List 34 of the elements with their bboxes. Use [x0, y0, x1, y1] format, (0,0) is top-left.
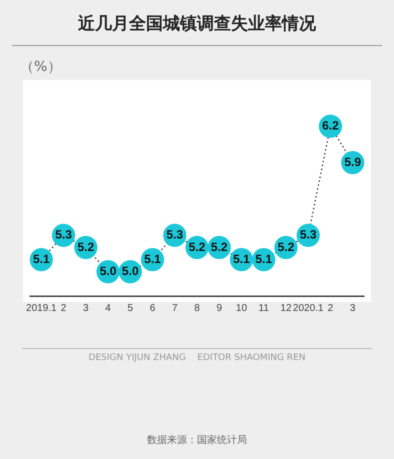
x-tick-label: 5 [128, 302, 134, 314]
data-label: 5.1 [233, 252, 250, 266]
x-tick-label: 10 [236, 302, 248, 314]
x-tick-label: 8 [194, 302, 200, 314]
data-label: 5.3 [166, 228, 184, 242]
chart-title: 近几月全国城镇调查失业率情况 [77, 13, 317, 35]
x-tick-label: 2019.1 [26, 302, 58, 314]
data-label: 5.0 [100, 264, 117, 278]
x-tick-label: 11 [258, 302, 270, 314]
x-tick-label: 12 [280, 302, 292, 314]
x-tick-label: 2 [328, 302, 334, 314]
x-tick-label: 9 [216, 302, 222, 314]
x-tick-label: 3 [350, 302, 356, 314]
source-note: 数据来源：国家统计局 [146, 434, 248, 447]
x-tick-label: 7 [172, 302, 178, 314]
data-label: 5.1 [32, 252, 50, 266]
data-label: 6.2 [322, 118, 340, 133]
x-tick-label: 2020.1 [292, 302, 324, 314]
data-label: 5.1 [255, 252, 272, 266]
data-label: 5.0 [122, 264, 139, 278]
data-label: 5.3 [55, 228, 72, 242]
text: DESIGN YIJUN ZHANG EDITOR SHAOMING REN [88, 353, 306, 363]
x-tick-label: 6 [150, 302, 156, 314]
data-label: 5.2 [188, 240, 206, 254]
data-label: 5.3 [300, 228, 317, 242]
x-tick-label: 2 [60, 302, 67, 314]
x-tick-label: 3 [83, 302, 90, 314]
y-axis-title: （%） [20, 58, 62, 76]
x-tick-label: 4 [105, 302, 112, 314]
data-label: 5.2 [77, 240, 94, 254]
data-label: 5.9 [344, 154, 362, 169]
data-label: 5.2 [210, 240, 228, 254]
data-label: 5.2 [278, 240, 295, 254]
data-label: 5.1 [144, 252, 162, 266]
